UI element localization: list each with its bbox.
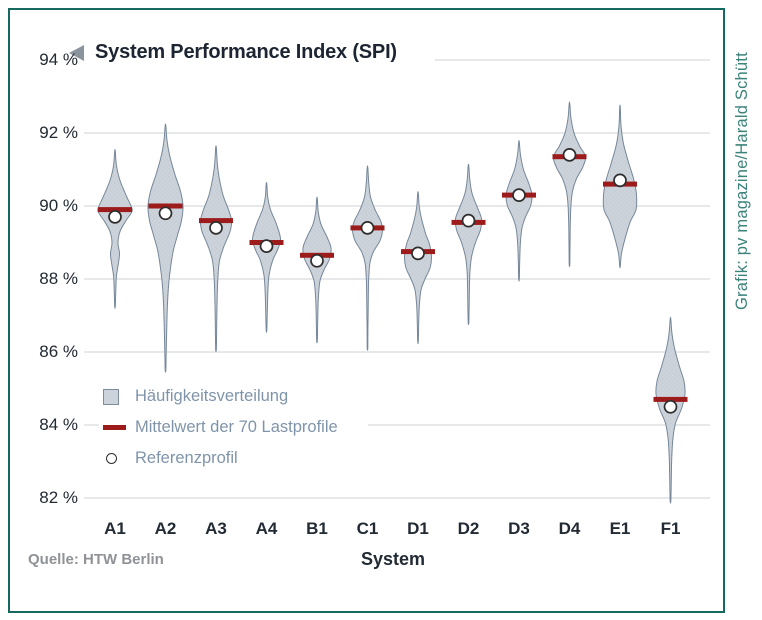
ref-point-A4	[259, 239, 274, 253]
violin-A4	[251, 182, 282, 333]
ref-point-D2	[461, 213, 476, 228]
x-tick-label-D3: D3	[508, 519, 530, 538]
y-tick-label-90: 90 %	[39, 196, 78, 215]
ref-point-B1	[310, 253, 324, 268]
ref-point-D3	[512, 188, 526, 202]
y-tick-label-94: 94 %	[39, 50, 78, 69]
x-tick-label-C1: C1	[356, 519, 379, 538]
x-tick-label-A3: A3	[205, 519, 227, 538]
x-axis-title: System	[360, 549, 426, 569]
legend-item-distribution: Häufigkeitsverteilung	[103, 381, 338, 412]
mean-bar-A3	[199, 218, 233, 224]
violin-D3	[505, 140, 533, 282]
mean-bar-A1	[98, 207, 132, 213]
ref-point-D1	[411, 246, 425, 261]
mean-bar-A2	[148, 203, 183, 209]
y-tick-label-82: 82 %	[39, 488, 78, 507]
violin-D1	[403, 191, 433, 345]
chart-title: System Performance Index (SPI)	[95, 41, 397, 63]
y-tick-label-88: 88 %	[39, 269, 78, 288]
ref-point-D4	[562, 148, 577, 162]
x-tick-label-D4: D4	[558, 519, 581, 538]
x-tick-label-D2: D2	[457, 519, 480, 538]
mean-bar-F1	[653, 396, 688, 402]
violin-A3	[199, 145, 233, 352]
chart-title-block: System Performance Index (SPI)	[69, 41, 397, 64]
legend-item-reference: Referenzprofil	[103, 443, 338, 474]
left-triangle-icon	[69, 44, 84, 61]
mean-line-swatch-icon	[103, 425, 126, 430]
violin-B1	[302, 196, 332, 344]
ref-point-A1	[108, 210, 122, 224]
y-tick-label-92: 92 %	[39, 123, 78, 142]
x-tick-label-B1: B1	[306, 519, 328, 538]
ref-point-C1	[360, 221, 375, 235]
legend-item-mean: Mittelwert der 70 Lastprofile	[103, 412, 338, 443]
chart-frame-border	[8, 8, 725, 613]
x-tick-label-A1: A1	[104, 519, 126, 538]
x-tick-label-D1: D1	[407, 519, 429, 538]
ref-point-A3	[209, 221, 223, 235]
ref-point-E1	[613, 173, 627, 188]
x-tick-label-E1: E1	[609, 519, 631, 538]
violin-D2	[454, 163, 483, 326]
y-tick-label-86: 86 %	[39, 342, 78, 361]
ref-point-A2	[158, 206, 173, 221]
x-tick-label-A2: A2	[154, 519, 177, 538]
legend-label: Mittelwert der 70 Lastprofile	[135, 418, 338, 436]
reference-circle-swatch-icon	[106, 453, 117, 464]
violin-A1	[97, 148, 133, 309]
violin-A2	[147, 123, 184, 373]
legend-label: Referenzprofil	[135, 449, 238, 467]
legend-label: Häufigkeitsverteilung	[135, 387, 289, 405]
ref-point-F1	[663, 399, 678, 414]
x-tick-label-A4: A4	[255, 519, 278, 538]
x-tick-label-F1: F1	[660, 519, 681, 538]
y-tick-label-84: 84 %	[39, 415, 78, 434]
credit-note: Grafik: pv magazine/Harald Schütt	[733, 52, 751, 310]
distribution-swatch-icon	[103, 388, 119, 405]
legend: Häufigkeitsverteilung Mittelwert der 70 …	[103, 381, 338, 474]
source-note: Quelle: HTW Berlin	[28, 551, 164, 568]
